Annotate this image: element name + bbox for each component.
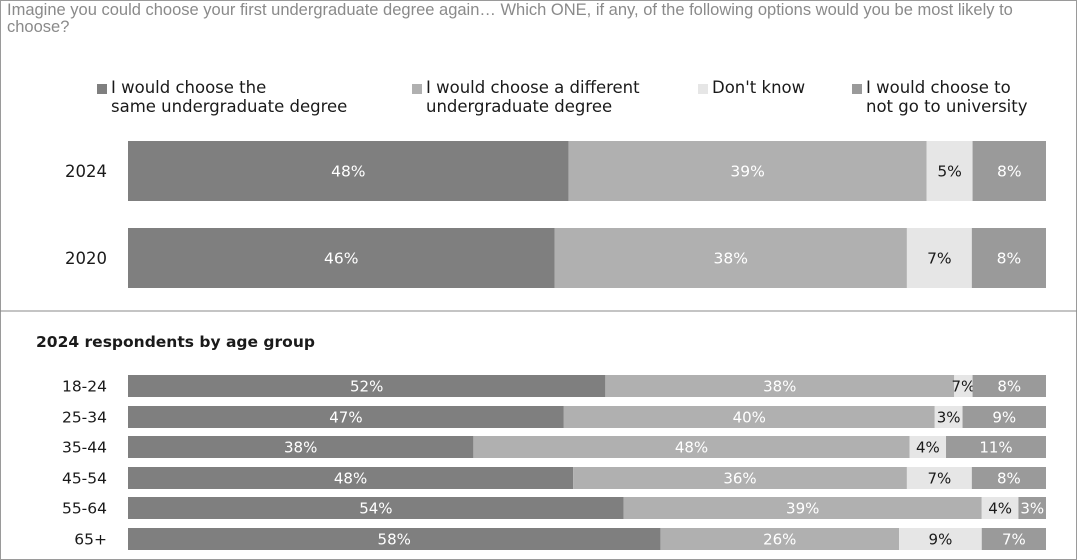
year-bar-different [554,228,907,288]
age-bar-different [573,467,907,489]
age-data-label-same: 52% [350,377,383,395]
year-bar-no_university [971,228,1046,288]
age-bar-same [128,497,624,519]
age-data-label-different: 26% [763,530,796,548]
age-category-label: 35-44 [62,439,107,457]
year-category-label: 2024 [65,162,107,181]
year-data-label-dont_know: 7% [927,250,952,268]
age-bar-no_university [1018,497,1046,519]
age-data-label-no_university: 3% [1020,499,1044,517]
age-data-label-same: 38% [284,438,317,456]
year-bar-different [568,141,927,201]
age-bar-different [660,528,900,550]
year-bar-no_university [972,141,1046,201]
legend-label-no_university: not go to university [866,97,1028,116]
age-bar-same [128,436,474,458]
legend-label-different: undergraduate degree [426,97,612,116]
age-data-label-different: 38% [763,377,796,395]
age-data-label-dont_know: 7% [951,377,975,395]
year-data-label-no_university: 8% [997,163,1022,181]
legend-swatch-dont_know [698,84,708,94]
age-bar-no_university [971,467,1046,489]
year-data-label-same: 46% [324,250,358,268]
age-bar-different [473,436,910,458]
year-data-label-dont_know: 5% [937,163,962,181]
age-bar-dont_know [934,406,963,428]
legend-label-same: I would choose the [111,78,266,97]
age-bar-dont_know [909,436,947,458]
age-data-label-dont_know: 3% [937,408,961,426]
section-heading: 2024 respondents by age group [36,333,315,351]
age-category-label: 18-24 [62,378,107,396]
age-bar-dont_know [906,467,972,489]
age-bar-dont_know [954,375,973,397]
age-category-label: 55-64 [62,500,107,518]
age-data-label-no_university: 11% [979,438,1012,456]
legend-swatch-no_university [852,84,862,94]
year-data-label-no_university: 8% [997,250,1022,268]
age-data-label-no_university: 8% [997,377,1021,395]
age-bar-no_university [972,375,1046,397]
age-data-label-same: 58% [378,530,411,548]
legend-swatch-different [412,84,422,94]
age-data-label-no_university: 9% [992,408,1016,426]
year-data-label-same: 48% [331,163,365,181]
age-data-label-same: 54% [359,499,392,517]
age-bar-same [128,467,574,489]
age-bar-dont_know [981,497,1019,519]
legend-label-different: I would choose a different [426,78,640,97]
age-data-label-dont_know: 4% [916,438,940,456]
legend-label-dont_know: Don't know [712,78,805,97]
age-bar-different [605,375,955,397]
year-bar-dont_know [906,228,972,288]
age-bar-same [128,375,606,397]
age-bar-same [128,406,564,428]
chart-title: Imagine you could choose your first unde… [7,1,1013,36]
year-bar-same [128,141,569,201]
year-data-label-different: 39% [730,163,764,181]
age-data-label-dont_know: 4% [988,499,1012,517]
age-data-label-same: 47% [329,408,362,426]
legend-label-same: same undergraduate degree [111,97,347,116]
age-data-label-different: 36% [723,469,756,487]
age-bar-dont_know [899,528,982,550]
age-category-label: 25-34 [62,409,107,427]
year-bar-dont_know [926,141,973,201]
age-data-label-dont_know: 7% [927,469,951,487]
age-bar-different [563,406,935,428]
age-bar-no_university [981,528,1046,550]
year-bar-same [128,228,555,288]
age-data-label-dont_know: 9% [929,530,953,548]
age-bar-no_university [962,406,1046,428]
age-data-label-same: 48% [334,469,367,487]
age-bar-different [623,497,982,519]
age-data-label-different: 39% [786,499,819,517]
year-data-label-different: 38% [714,250,748,268]
year-category-label: 2020 [65,249,107,268]
age-data-label-no_university: 8% [997,469,1021,487]
legend-swatch-same [97,84,107,94]
age-category-label: 45-54 [62,470,107,488]
age-category-label: 65+ [74,531,107,549]
age-data-label-different: 48% [675,438,708,456]
age-bar-no_university [946,436,1046,458]
legend-label-no_university: I would choose to [866,78,1011,97]
age-data-label-different: 40% [733,408,766,426]
age-bar-same [128,528,661,550]
age-data-label-no_university: 7% [1002,530,1026,548]
